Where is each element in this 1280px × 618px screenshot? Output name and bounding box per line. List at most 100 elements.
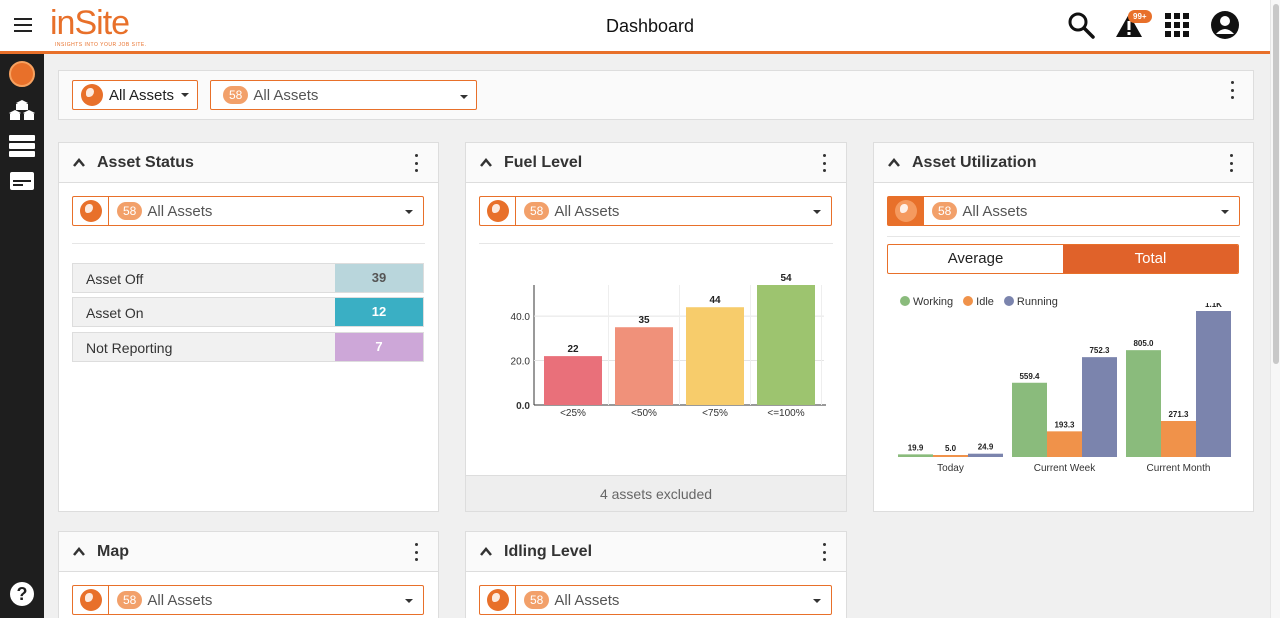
status-value: 39 [335, 264, 423, 292]
alert-icon[interactable]: 99+ [1114, 10, 1152, 40]
globe-icon [486, 200, 509, 222]
sidebar-item-list[interactable] [0, 128, 44, 164]
asset-select-label: All Assets [554, 591, 620, 609]
status-row-asset-off[interactable]: Asset Off 39 [72, 263, 424, 293]
legend-item-idle[interactable]: Idle [963, 296, 994, 308]
chevron-up-icon[interactable] [888, 157, 900, 169]
caret-down-icon [813, 210, 821, 214]
panel-more-icon[interactable] [1224, 154, 1238, 172]
asset-select-label: All Assets [554, 202, 620, 220]
globe-icon [81, 84, 103, 106]
asset-utilization-chart: 19.9 5.0 24.9 Today 559.4 193.3 752.3 Current W… [898, 303, 1231, 474]
panel-title: Asset Utilization [912, 154, 1037, 171]
chevron-up-icon[interactable] [73, 546, 85, 558]
status-value: 7 [335, 333, 423, 361]
status-value: 12 [335, 298, 423, 326]
asset-status-panel: Asset Status 58 All Assets Asset Off 39 … [58, 142, 439, 512]
sidebar-item-assets[interactable] [0, 92, 44, 128]
status-label: Asset Off [86, 271, 144, 287]
logo[interactable]: inSite INSIGHTS INTO YOUR JOB SITE. [50, 4, 160, 50]
apps-grid-icon[interactable] [1162, 10, 1192, 40]
globe-icon [486, 589, 509, 611]
top-bar: inSite INSIGHTS INTO YOUR JOB SITE. Dash… [0, 0, 1270, 54]
list-icon [9, 135, 35, 157]
panel-title: Idling Level [504, 543, 593, 560]
fuel-level-chart: 0.0 20.0 40.0 22 <25% 35 <50% 44 <75% 54 <=100% [511, 273, 826, 419]
vertical-scrollbar[interactable] [1270, 0, 1280, 618]
asset-count-badge: 58 [524, 591, 550, 609]
asset-count-badge: 58 [117, 591, 143, 609]
utilization-bar-idle [1161, 420, 1196, 457]
chart-legend: Working Idle Running [900, 296, 1058, 308]
asset-select[interactable]: 58 All Assets [887, 196, 1240, 226]
panel-more-icon[interactable] [409, 154, 423, 172]
legend-item-running[interactable]: Running [1003, 296, 1058, 308]
utilization-bar-running [1196, 311, 1231, 457]
utilization-bar-idle [933, 455, 968, 457]
legend-item-working[interactable]: Working [900, 296, 953, 308]
asset-count-badge: 58 [932, 202, 958, 220]
globe-icon [894, 200, 917, 222]
utilization-bar-running [968, 453, 1003, 457]
bar-value-label: 1.1K [1205, 303, 1222, 309]
bar-value-label: 35 [638, 315, 650, 326]
bar-value-label: 5.0 [945, 444, 957, 453]
fuel-bar [615, 327, 673, 405]
caret-down-icon [813, 599, 821, 603]
caret-down-icon [181, 93, 190, 97]
idling-level-panel: Idling Level 58 All Assets [465, 531, 847, 618]
panel-more-icon[interactable] [409, 543, 423, 561]
divider [72, 243, 425, 244]
status-row-asset-on[interactable]: Asset On 12 [72, 297, 424, 327]
panel-more-icon[interactable] [817, 154, 831, 172]
sidebar: ? [0, 54, 44, 618]
asset-group-button[interactable]: All Assets [72, 80, 198, 110]
search-icon[interactable] [1066, 10, 1096, 40]
asset-select[interactable]: 58 All Assets [72, 196, 424, 226]
chevron-up-icon[interactable] [480, 157, 492, 169]
x-tick-label: <=100% [767, 408, 804, 419]
asset-select[interactable]: 58 All Assets [72, 585, 424, 615]
user-account-icon[interactable] [1210, 10, 1240, 40]
notification-badge: 99+ [1128, 10, 1152, 23]
help-icon[interactable]: ? [10, 582, 34, 606]
average-toggle-button[interactable]: Average [947, 250, 1004, 267]
page-title: Dashboard [605, 16, 695, 36]
sidebar-item-reports[interactable] [0, 164, 44, 200]
logo-tagline: INSIGHTS INTO YOUR JOB SITE. [55, 42, 147, 48]
caret-down-icon [405, 599, 413, 603]
asset-select[interactable]: 58 All Assets [479, 585, 832, 615]
chevron-up-icon[interactable] [73, 157, 85, 169]
fuel-bar [544, 356, 602, 405]
report-icon [10, 172, 34, 190]
map-panel: Map 58 All Assets [58, 531, 439, 618]
panel-more-icon[interactable] [817, 543, 831, 561]
x-tick-label: <25% [560, 408, 586, 419]
globe-icon [79, 589, 102, 611]
total-toggle-button[interactable]: Total [1063, 245, 1238, 273]
bar-value-label: 22 [567, 344, 579, 355]
globe-icon [79, 200, 102, 222]
asset-select[interactable]: 58 All Assets [479, 196, 832, 226]
y-tick-label: 40.0 [511, 312, 531, 323]
asset-select-label: All Assets [147, 202, 213, 220]
sidebar-item-dashboard[interactable] [0, 56, 44, 92]
bar-value-label: 24.9 [978, 443, 994, 452]
menu-icon[interactable] [14, 18, 32, 32]
y-tick-label: 0.0 [516, 401, 530, 412]
filter-more-icon[interactable] [1225, 81, 1239, 99]
asset-select[interactable]: 58 All Assets [210, 80, 477, 110]
bar-value-label: 44 [709, 295, 721, 306]
x-tick-label: <50% [631, 408, 657, 419]
fuel-bar [757, 285, 815, 405]
bar-value-label: 752.3 [1089, 346, 1110, 355]
x-tick-label: Current Month [1147, 463, 1211, 474]
status-label: Not Reporting [86, 340, 173, 356]
bar-value-label: 559.4 [1019, 372, 1040, 381]
scrollbar-thumb[interactable] [1273, 4, 1279, 364]
utilization-mode-toggle[interactable]: Average Total [887, 244, 1239, 274]
chevron-up-icon[interactable] [480, 546, 492, 558]
status-row-not-reporting[interactable]: Not Reporting 7 [72, 332, 424, 362]
x-tick-label: <75% [702, 408, 728, 419]
asset-count-badge: 58 [117, 202, 143, 220]
